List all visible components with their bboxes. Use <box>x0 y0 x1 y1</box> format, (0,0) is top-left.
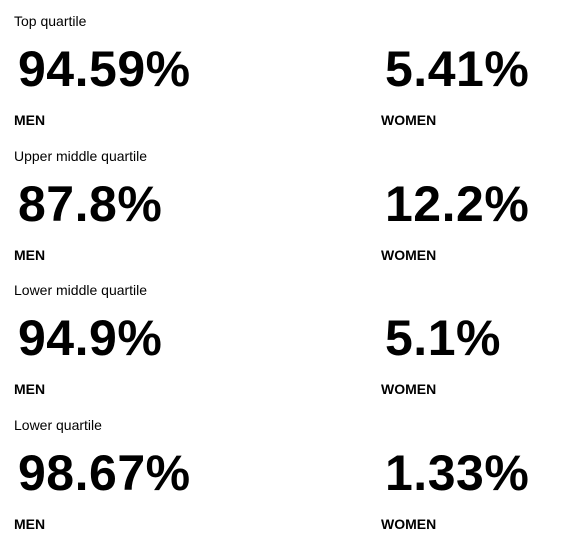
women-label: WOMEN <box>381 381 437 398</box>
men-label: MEN <box>14 381 46 398</box>
women-percentage: 5.41% <box>385 41 530 97</box>
men-percentage: 87.8% <box>18 175 163 232</box>
men-percentage: 98.67% <box>18 445 191 502</box>
men-percentage: 94.59% <box>18 41 191 97</box>
men-label: MEN <box>14 516 46 533</box>
men-label: MEN <box>14 246 46 263</box>
men-label: MEN <box>14 112 46 128</box>
quartile-title: Lower quartile <box>14 417 102 434</box>
women-percentage: 1.33% <box>385 445 530 502</box>
quartile-title: Top quartile <box>14 13 87 29</box>
men-percentage: 94.9% <box>18 310 163 367</box>
women-label: WOMEN <box>381 516 437 533</box>
quartile-title: Lower middle quartile <box>14 282 148 299</box>
women-label: WOMEN <box>381 246 437 263</box>
women-percentage: 12.2% <box>385 175 530 232</box>
women-label: WOMEN <box>381 112 437 128</box>
women-percentage: 5.1% <box>385 310 501 367</box>
quartile-title: Upper middle quartile <box>14 147 148 164</box>
